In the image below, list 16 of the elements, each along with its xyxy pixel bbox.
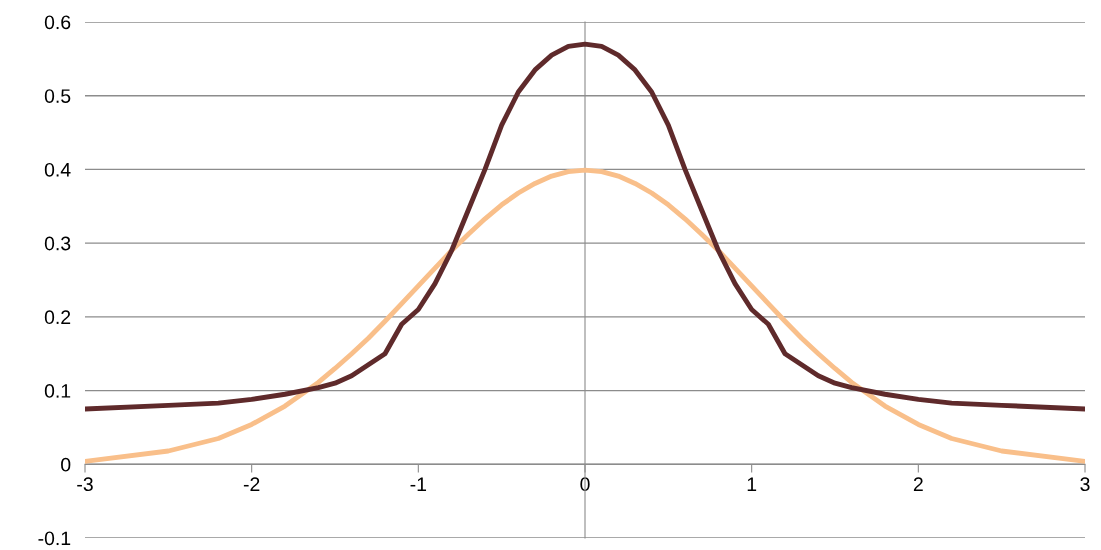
y-tick-label: 0.4: [44, 162, 71, 177]
y-tick-label: 0.5: [44, 89, 71, 103]
x-tick-label: 0: [580, 477, 590, 492]
x-tick-label: 2: [913, 477, 923, 491]
y-tick-label: 0.3: [44, 236, 71, 251]
x-tick-label: -3: [77, 477, 93, 492]
x-tick-label: -1: [410, 477, 427, 491]
y-tick-label: -0.1: [38, 531, 71, 546]
y-tick-label: 0: [61, 457, 71, 472]
line-series: [85, 41, 1085, 412]
x-tick-label: 1: [747, 477, 757, 491]
x-tick-label: 3: [1080, 477, 1090, 492]
y-tick-label: 0.2: [44, 310, 71, 325]
y-tick-label: 0.6: [44, 15, 71, 30]
x-tick-label: -2: [243, 477, 260, 491]
y-tick-label: 0.1: [44, 384, 71, 398]
